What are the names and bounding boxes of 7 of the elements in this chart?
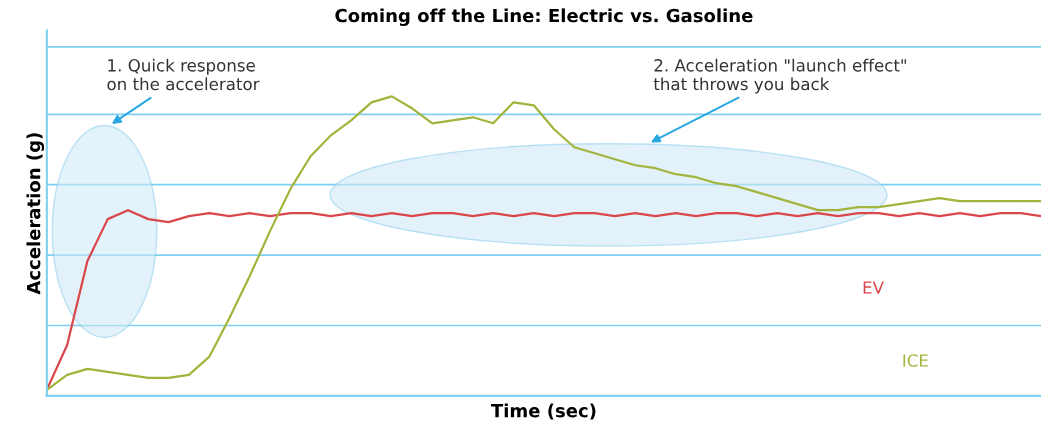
- chart-title: Coming off the Line: Electric vs. Gasoline: [335, 8, 753, 27]
- x-axis-title: Time (sec): [490, 403, 596, 420]
- y-axis-title: Acceleration (g): [26, 133, 45, 295]
- text: EV: [863, 281, 884, 294]
- text: 2. Acceleration "launch effect" that throws you back: [653, 58, 907, 94]
- text: 1. Quick response on the accelerator: [107, 58, 260, 91]
- text: ICE: [903, 354, 928, 367]
